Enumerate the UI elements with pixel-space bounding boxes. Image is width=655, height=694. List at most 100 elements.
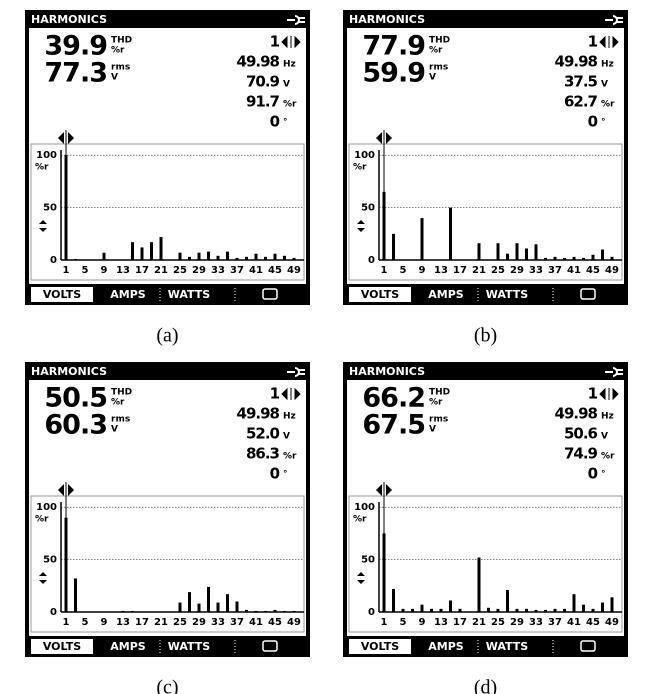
v-unit: V: [601, 80, 608, 90]
caption: (c): [156, 677, 178, 694]
bar: [217, 256, 220, 260]
bar: [544, 610, 547, 612]
bar: [122, 611, 125, 612]
x-tick-label: 29: [510, 617, 524, 628]
x-tick-label: 45: [268, 617, 282, 628]
bar: [478, 243, 481, 260]
x-tick-label: 21: [472, 265, 486, 276]
pct-label: %r: [429, 46, 443, 56]
x-tick-label: 25: [173, 265, 187, 276]
bar: [255, 611, 258, 612]
frequency: 49.98: [555, 53, 598, 71]
y-tick-label: 50: [361, 555, 375, 566]
v-label: V: [429, 73, 436, 83]
tab-label: VOLTS: [361, 640, 399, 653]
thd-label: THD: [429, 388, 450, 398]
screen-title: HARMONICS: [349, 13, 425, 26]
x-tick-label: 33: [211, 617, 225, 628]
x-tick-label: 1: [63, 265, 70, 276]
bar: [402, 609, 405, 612]
bar: [255, 254, 258, 260]
x-tick-label: 17: [135, 617, 149, 628]
bar: [383, 192, 386, 260]
x-tick-label: 33: [529, 265, 543, 276]
x-tick-label: 37: [230, 617, 244, 628]
bar: [411, 609, 414, 612]
bar: [611, 597, 614, 612]
screen-title: HARMONICS: [349, 365, 425, 378]
x-tick-label: 1: [63, 617, 70, 628]
bar: [582, 605, 585, 612]
tab-label: WATTS: [486, 640, 529, 653]
x-tick-label: 21: [154, 617, 168, 628]
bar: [226, 594, 229, 612]
x-tick-label: 25: [491, 617, 505, 628]
page: {"screen": {"title": "HARMONICS", "thd_l…: [0, 0, 655, 694]
hz-label: Hz: [283, 412, 296, 422]
x-tick-label: 25: [173, 617, 187, 628]
v-label: V: [111, 425, 118, 435]
v-unit: V: [601, 432, 608, 442]
bar: [535, 244, 538, 260]
thd-label: THD: [111, 388, 132, 398]
bar: [525, 248, 528, 260]
bar: [150, 242, 153, 260]
bar: [131, 242, 134, 260]
phase: 0: [588, 465, 598, 483]
harmonic-number: 1: [588, 385, 598, 403]
bar: [506, 254, 509, 260]
deg-unit: °: [601, 470, 606, 480]
x-tick-label: 5: [400, 265, 407, 276]
x-tick-label: 1: [381, 265, 388, 276]
bar: [198, 604, 201, 612]
bar: [160, 237, 163, 260]
bar: [207, 252, 210, 260]
rms-label: rms: [429, 63, 448, 73]
bar: [421, 218, 424, 260]
v-label: V: [429, 425, 436, 435]
rms-value: 77.3: [44, 58, 107, 89]
y-tick-label: 50: [361, 203, 375, 214]
x-tick-label: 45: [268, 265, 282, 276]
x-tick-label: 9: [419, 265, 426, 276]
tab-label: AMPS: [110, 640, 146, 653]
tab-label: VOLTS: [43, 640, 81, 653]
x-tick-label: 21: [154, 265, 168, 276]
pct-unit: %r: [283, 100, 297, 110]
v-unit: V: [283, 432, 290, 442]
x-tick-label: 13: [434, 265, 448, 276]
y-axis-label: %r: [353, 163, 367, 173]
bar: [535, 610, 538, 612]
tab-label: WATTS: [486, 288, 529, 301]
x-tick-label: 13: [116, 617, 130, 628]
bar: [440, 609, 443, 612]
thd-label: THD: [429, 36, 450, 46]
bar: [392, 234, 395, 260]
bar: [573, 257, 576, 260]
bar: [198, 253, 201, 260]
frequency: 49.98: [555, 405, 598, 423]
caption: (b): [474, 325, 497, 347]
bar: [245, 257, 248, 260]
bar: [274, 254, 277, 260]
bar: [188, 257, 191, 260]
phase: 0: [270, 465, 280, 483]
tab-label: AMPS: [110, 288, 146, 301]
x-tick-label: 45: [586, 617, 600, 628]
bar: [582, 258, 585, 260]
x-tick-label: 49: [605, 617, 619, 628]
bar: [601, 603, 604, 612]
bar: [74, 259, 77, 260]
x-tick-label: 25: [491, 265, 505, 276]
bar: [611, 257, 614, 260]
panel: HARMONICS50.560.3THD%rrmsV149.98Hz52.0V8…: [25, 362, 310, 694]
bar: [264, 257, 267, 260]
percent: 91.7: [246, 93, 280, 111]
x-tick-label: 41: [249, 617, 263, 628]
y-tick-label: 50: [43, 203, 57, 214]
bar: [264, 611, 267, 612]
bar: [274, 610, 277, 612]
x-tick-label: 17: [135, 265, 149, 276]
bar: [449, 208, 452, 260]
bar: [383, 533, 386, 612]
